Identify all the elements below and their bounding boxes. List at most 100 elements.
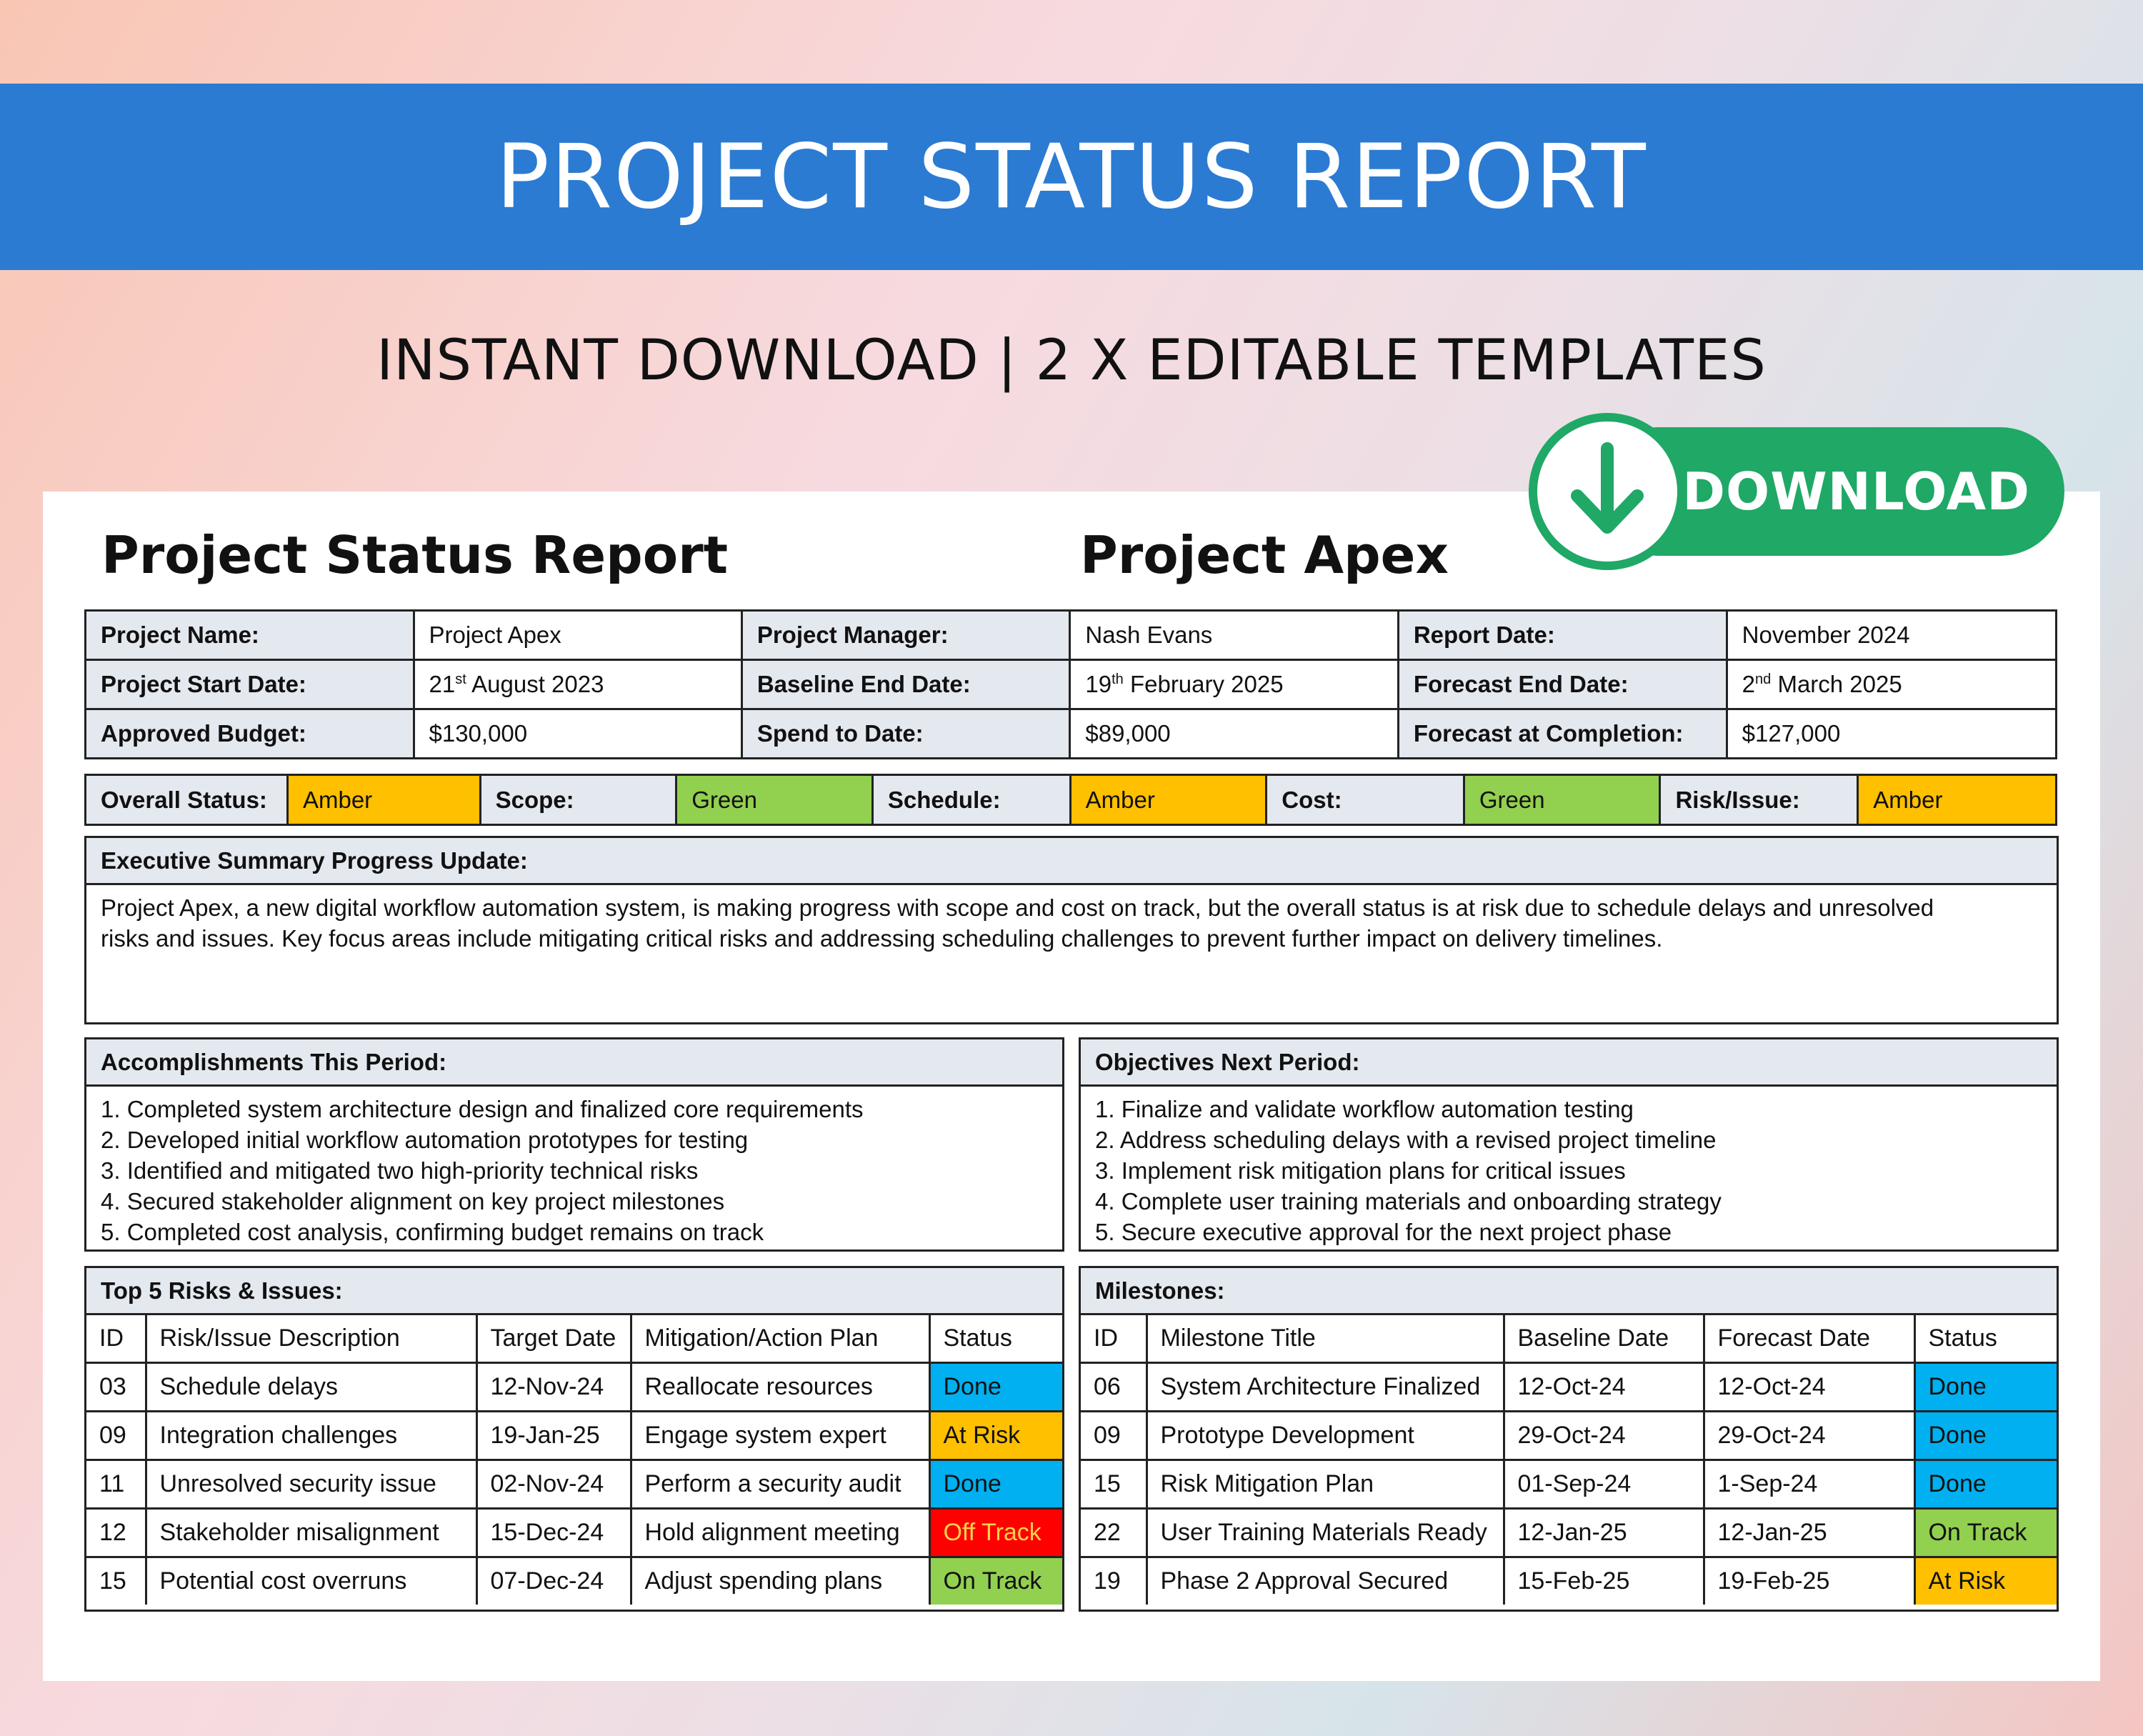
milestone-forecast-date[interactable]: 12-Oct-24	[1702, 1362, 1916, 1412]
start-date-value[interactable]: 21st August 2023	[412, 659, 743, 710]
milestone-id[interactable]: 15	[1081, 1459, 1148, 1510]
risk-description[interactable]: Integration challenges	[144, 1410, 478, 1461]
risk-target-date[interactable]: 15-Dec-24	[475, 1507, 632, 1558]
list-item: 3. Implement risk mitigation plans for c…	[1095, 1157, 1626, 1184]
milestone-status[interactable]: On Track	[1913, 1507, 2057, 1558]
download-icon-circle[interactable]	[1529, 413, 1686, 570]
table-row: Project Start Date: 21st August 2023 Bas…	[84, 659, 2058, 710]
risk-status[interactable]: At Risk	[928, 1410, 1062, 1461]
risk-target-date[interactable]: 07-Dec-24	[475, 1556, 632, 1605]
fac-value[interactable]: $127,000	[1725, 708, 2058, 759]
report-date-value[interactable]: November 2024	[1725, 609, 2058, 661]
milestone-status[interactable]: Done	[1913, 1459, 2057, 1510]
project-name-label: Project Name:	[84, 609, 415, 661]
column-header: Mitigation/Action Plan	[629, 1315, 931, 1364]
risk-description[interactable]: Schedule delays	[144, 1362, 478, 1412]
scope-label: Scope:	[479, 774, 678, 826]
milestone-forecast-date[interactable]: 12-Jan-25	[1702, 1507, 1916, 1558]
table-header-row: ID Milestone Title Baseline Date Forecas…	[1081, 1315, 2057, 1364]
arrow-down-icon	[1571, 442, 1644, 534]
risk-mitigation[interactable]: Perform a security audit	[629, 1459, 931, 1510]
risk-id[interactable]: 09	[86, 1410, 147, 1461]
risk-description[interactable]: Potential cost overruns	[144, 1556, 478, 1605]
column-header: Status	[928, 1315, 1062, 1364]
risk-target-date[interactable]: 02-Nov-24	[475, 1459, 632, 1510]
risk-id[interactable]: 11	[86, 1459, 147, 1510]
table-row: 22 User Training Materials Ready 12-Jan-…	[1081, 1507, 2057, 1558]
risk-target-date[interactable]: 12-Nov-24	[475, 1362, 632, 1412]
report-date-label: Report Date:	[1397, 609, 1728, 661]
cost-value[interactable]: Green	[1462, 774, 1662, 826]
project-manager-value[interactable]: Nash Evans	[1069, 609, 1399, 661]
list-item: 5. Secure executive approval for the nex…	[1095, 1219, 1672, 1245]
milestone-forecast-date[interactable]: 19-Feb-25	[1702, 1556, 1916, 1605]
milestone-status[interactable]: Done	[1913, 1410, 2057, 1461]
milestone-baseline-date[interactable]: 12-Oct-24	[1502, 1362, 1705, 1412]
list-item: 2. Address scheduling delays with a revi…	[1095, 1127, 1717, 1153]
milestones-box: Milestones: ID Milestone Title Baseline …	[1079, 1266, 2059, 1612]
milestone-title[interactable]: User Training Materials Ready	[1145, 1507, 1505, 1558]
milestone-title[interactable]: Prototype Development	[1145, 1410, 1505, 1461]
milestone-baseline-date[interactable]: 01-Sep-24	[1502, 1459, 1705, 1510]
budget-value[interactable]: $130,000	[412, 708, 743, 759]
risk-issue-value[interactable]: Amber	[1857, 774, 2057, 826]
milestone-id[interactable]: 09	[1081, 1410, 1148, 1461]
status-table: Overall Status: Amber Scope: Green Sched…	[84, 774, 2057, 826]
scope-value[interactable]: Green	[675, 774, 874, 826]
risk-status[interactable]: Done	[928, 1362, 1062, 1412]
spend-value[interactable]: $89,000	[1069, 708, 1399, 759]
risk-mitigation[interactable]: Hold alignment meeting	[629, 1507, 931, 1558]
executive-summary-line: Project Apex, a new digital workflow aut…	[101, 894, 1934, 921]
table-row: 06 System Architecture Finalized 12-Oct-…	[1081, 1362, 2057, 1412]
risk-mitigation[interactable]: Adjust spending plans	[629, 1556, 931, 1605]
risk-target-date[interactable]: 19-Jan-25	[475, 1410, 632, 1461]
risk-issue-label: Risk/Issue:	[1659, 774, 1859, 826]
executive-summary-heading: Executive Summary Progress Update:	[86, 838, 2057, 885]
milestone-title[interactable]: Risk Mitigation Plan	[1145, 1459, 1505, 1510]
executive-summary-body[interactable]: Project Apex, a new digital workflow aut…	[86, 885, 2057, 961]
risk-description[interactable]: Stakeholder misalignment	[144, 1507, 478, 1558]
objectives-list[interactable]: 1. Finalize and validate workflow automa…	[1081, 1087, 2057, 1254]
milestone-id[interactable]: 22	[1081, 1507, 1148, 1558]
milestone-forecast-date[interactable]: 29-Oct-24	[1702, 1410, 1916, 1461]
overall-status-value[interactable]: Amber	[286, 774, 481, 826]
column-header: ID	[1081, 1315, 1148, 1364]
milestone-status[interactable]: Done	[1913, 1362, 2057, 1412]
accomplishments-list[interactable]: 1. Completed system architecture design …	[86, 1087, 1062, 1254]
list-item: 5. Completed cost analysis, confirming b…	[101, 1219, 764, 1245]
table-row: 03 Schedule delays 12-Nov-24 Reallocate …	[86, 1362, 1062, 1412]
risk-description[interactable]: Unresolved security issue	[144, 1459, 478, 1510]
milestone-baseline-date[interactable]: 15-Feb-25	[1502, 1556, 1705, 1605]
milestone-id[interactable]: 06	[1081, 1362, 1148, 1412]
milestone-baseline-date[interactable]: 12-Jan-25	[1502, 1507, 1705, 1558]
download-label[interactable]: DOWNLOAD	[1682, 462, 2030, 522]
risk-id[interactable]: 03	[86, 1362, 147, 1412]
risk-id[interactable]: 12	[86, 1507, 147, 1558]
objectives-box: Objectives Next Period: 1. Finalize and …	[1079, 1037, 2059, 1252]
risk-mitigation[interactable]: Engage system expert	[629, 1410, 931, 1461]
start-date-label: Project Start Date:	[84, 659, 415, 710]
download-button[interactable]: DOWNLOAD	[1529, 413, 2064, 570]
table-row: 15 Risk Mitigation Plan 01-Sep-24 1-Sep-…	[1081, 1459, 2057, 1510]
risk-status[interactable]: Off Track	[928, 1507, 1062, 1558]
milestone-baseline-date[interactable]: 29-Oct-24	[1502, 1410, 1705, 1461]
executive-summary-box: Executive Summary Progress Update: Proje…	[84, 836, 2059, 1024]
forecast-end-value[interactable]: 2nd March 2025	[1725, 659, 2058, 710]
baseline-end-label: Baseline End Date:	[740, 659, 1072, 710]
milestone-title[interactable]: System Architecture Finalized	[1145, 1362, 1505, 1412]
risk-id[interactable]: 15	[86, 1556, 147, 1605]
milestone-title[interactable]: Phase 2 Approval Secured	[1145, 1556, 1505, 1605]
list-item: 2. Developed initial workflow automation…	[101, 1127, 749, 1153]
risks-issues-box: Top 5 Risks & Issues: ID Risk/Issue Desc…	[84, 1266, 1064, 1612]
risk-status[interactable]: Done	[928, 1459, 1062, 1510]
milestone-status[interactable]: At Risk	[1913, 1556, 2057, 1605]
milestone-forecast-date[interactable]: 1-Sep-24	[1702, 1459, 1916, 1510]
risk-status[interactable]: On Track	[928, 1556, 1062, 1605]
schedule-value[interactable]: Amber	[1069, 774, 1268, 826]
baseline-end-value[interactable]: 19th February 2025	[1069, 659, 1399, 710]
project-name-value[interactable]: Project Apex	[412, 609, 743, 661]
accomplishments-box: Accomplishments This Period: 1. Complete…	[84, 1037, 1064, 1252]
spend-label: Spend to Date:	[740, 708, 1072, 759]
milestone-id[interactable]: 19	[1081, 1556, 1148, 1605]
risk-mitigation[interactable]: Reallocate resources	[629, 1362, 931, 1412]
